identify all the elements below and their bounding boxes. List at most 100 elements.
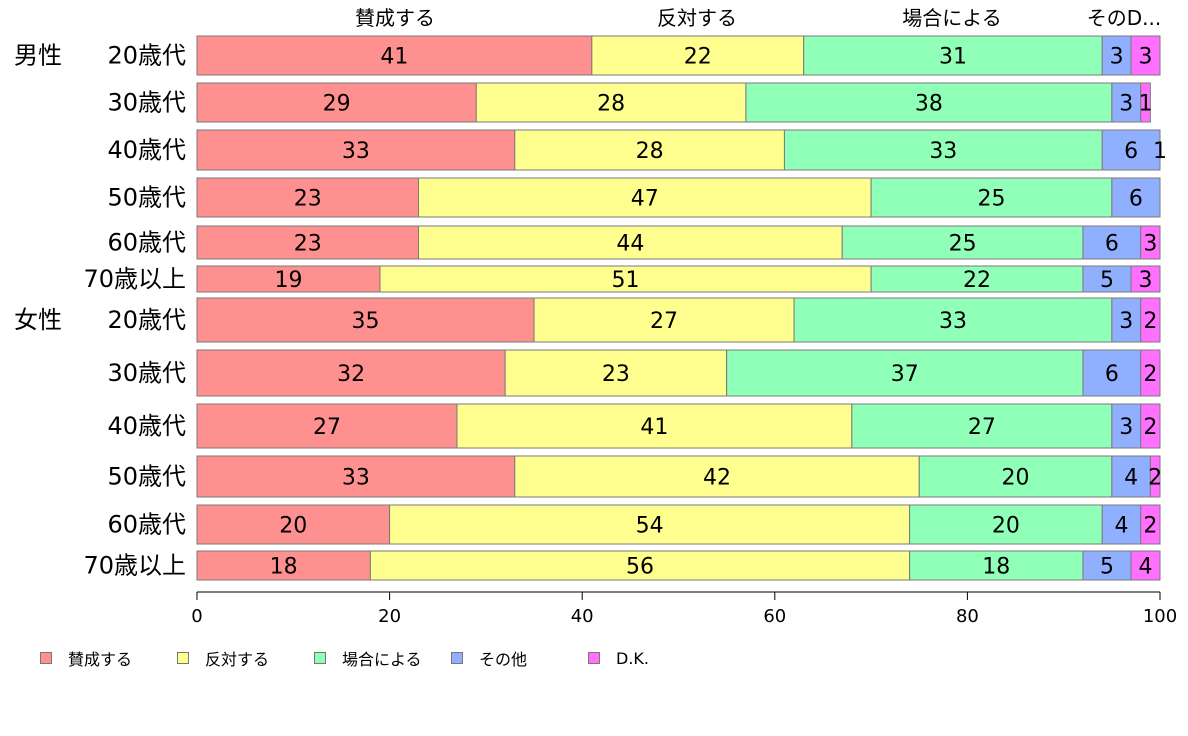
bar-segment bbox=[1140, 403, 1161, 449]
bar-segment bbox=[1082, 265, 1132, 293]
category-label: 70歳以上 bbox=[83, 552, 186, 580]
data-label: 20 bbox=[279, 514, 307, 539]
data-label: 4 bbox=[1124, 466, 1138, 491]
data-label: 47 bbox=[631, 187, 659, 212]
data-label: 33 bbox=[342, 139, 370, 164]
bar-segment bbox=[196, 550, 371, 581]
data-label: 29 bbox=[323, 92, 351, 117]
legend-swatch bbox=[177, 652, 189, 664]
column-header-label: 賛成する bbox=[355, 6, 435, 30]
data-label: 6 bbox=[1105, 232, 1119, 257]
bar-segment bbox=[793, 297, 1113, 343]
x-tick-label: 60 bbox=[763, 606, 786, 627]
legend-label: 反対する bbox=[205, 650, 270, 669]
data-label: 5 bbox=[1100, 268, 1114, 293]
data-label: 27 bbox=[968, 415, 996, 440]
bar-segment bbox=[1082, 349, 1142, 397]
legend-swatch bbox=[40, 652, 52, 664]
data-label: 3 bbox=[1110, 45, 1124, 70]
bar-segment bbox=[1111, 403, 1142, 449]
bar-segment bbox=[196, 35, 593, 76]
category-label: 40歳代 bbox=[107, 412, 186, 440]
data-label: 25 bbox=[949, 232, 977, 257]
legend-label: その他 bbox=[479, 650, 528, 669]
bar-segment bbox=[1101, 129, 1161, 171]
category-label: 50歳代 bbox=[107, 463, 186, 491]
bar-segment bbox=[1140, 225, 1161, 260]
data-label: 18 bbox=[982, 555, 1010, 580]
data-label: 23 bbox=[294, 232, 322, 257]
bar-segment bbox=[196, 129, 516, 171]
data-label: 44 bbox=[616, 232, 644, 257]
x-tick-label: 0 bbox=[191, 606, 202, 627]
bar-segment bbox=[745, 82, 1113, 123]
category-label: 60歳代 bbox=[107, 511, 186, 539]
bar-segment bbox=[196, 349, 506, 397]
data-label: 42 bbox=[703, 466, 731, 491]
bar-segment bbox=[803, 35, 1103, 76]
bar-segment bbox=[504, 349, 728, 397]
data-label: 4 bbox=[1114, 514, 1128, 539]
bar-segment bbox=[417, 177, 872, 218]
data-label: 4 bbox=[1139, 555, 1153, 580]
data-label: 20 bbox=[992, 514, 1020, 539]
data-label: 5 bbox=[1100, 555, 1114, 580]
category-label: 70歳以上 bbox=[83, 265, 186, 293]
bar-segment bbox=[196, 265, 381, 293]
data-label: 3 bbox=[1143, 232, 1157, 257]
data-label: 32 bbox=[337, 362, 365, 387]
group-label: 女性 bbox=[14, 306, 62, 334]
category-label: 20歳代 bbox=[107, 306, 186, 334]
x-tick-label: 20 bbox=[378, 606, 401, 627]
x-tick-label: 40 bbox=[571, 606, 594, 627]
data-label: 2 bbox=[1143, 309, 1157, 334]
x-tick-label: 100 bbox=[1143, 606, 1177, 627]
data-label: 3 bbox=[1119, 415, 1133, 440]
data-label: 31 bbox=[939, 45, 967, 70]
bar-segment bbox=[1111, 177, 1161, 218]
data-label: 54 bbox=[636, 514, 664, 539]
data-label: 20 bbox=[1002, 466, 1030, 491]
category-label: 30歳代 bbox=[107, 89, 186, 117]
bar-segment bbox=[1140, 504, 1161, 545]
bar-segment bbox=[196, 82, 477, 123]
category-label: 20歳代 bbox=[107, 42, 186, 70]
bar-segment bbox=[591, 35, 805, 76]
data-label: 28 bbox=[636, 139, 664, 164]
bar-segment bbox=[379, 265, 872, 293]
bar-segment bbox=[514, 455, 920, 498]
legend-label: 賛成する bbox=[68, 650, 133, 669]
data-label: 3 bbox=[1139, 45, 1153, 70]
data-label: 1 bbox=[1153, 139, 1167, 164]
data-label: 23 bbox=[294, 187, 322, 212]
column-header-label: 場合による bbox=[902, 6, 1001, 30]
data-label: 2 bbox=[1143, 362, 1157, 387]
bar-segment bbox=[1130, 35, 1161, 76]
data-label: 3 bbox=[1119, 309, 1133, 334]
x-tick-label: 80 bbox=[956, 606, 979, 627]
data-label: 18 bbox=[270, 555, 298, 580]
column-header-label: 反対する bbox=[657, 6, 737, 30]
bar-segment bbox=[456, 403, 853, 449]
bar-segment bbox=[196, 504, 391, 545]
legend-item-dk: D.K. bbox=[588, 649, 649, 668]
bar-segment bbox=[1101, 504, 1142, 545]
bar-segment bbox=[1111, 82, 1142, 123]
data-label: 6 bbox=[1129, 187, 1143, 212]
bar-segment bbox=[1111, 455, 1151, 498]
data-label: 41 bbox=[640, 415, 668, 440]
data-label: 28 bbox=[597, 92, 625, 117]
bar-segment bbox=[909, 504, 1103, 545]
data-label: 35 bbox=[352, 309, 380, 334]
data-label: 3 bbox=[1139, 268, 1153, 293]
data-label: 27 bbox=[313, 415, 341, 440]
legend-item-depends: 場合による bbox=[314, 646, 451, 670]
column-header-label: そのD... bbox=[1087, 6, 1161, 30]
bar-segment bbox=[196, 297, 535, 343]
data-label: 25 bbox=[977, 187, 1005, 212]
bar-segment bbox=[1140, 297, 1161, 343]
data-label: 2 bbox=[1148, 466, 1162, 491]
legend-swatch bbox=[588, 652, 600, 664]
bar-segment bbox=[1130, 265, 1161, 293]
